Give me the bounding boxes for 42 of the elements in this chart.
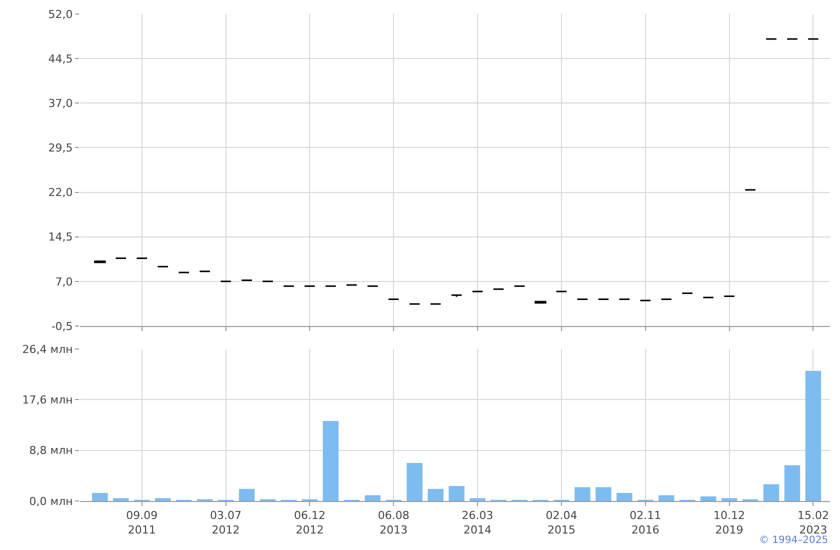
bar xyxy=(700,496,716,501)
bar xyxy=(428,488,444,501)
x-tick-label: 06.08 2013 xyxy=(378,509,410,536)
y-tick-label: 7,0 xyxy=(55,275,73,288)
x-tick-label: 15.02 2023 xyxy=(797,509,829,536)
bar xyxy=(322,420,339,501)
x-tick-label: 09.09 2011 xyxy=(126,509,158,536)
bar xyxy=(448,486,464,501)
bar xyxy=(784,465,800,501)
bar xyxy=(721,498,738,501)
bar xyxy=(92,492,108,501)
x-tick-label: 26.03 2014 xyxy=(462,509,494,536)
x-tick-label: 02.04 2015 xyxy=(546,509,578,536)
y-tick-label: 44,5 xyxy=(48,52,73,66)
y-tick-label: 37,0 xyxy=(48,96,73,110)
x-tick-label: 03.07 2012 xyxy=(210,509,242,536)
bar xyxy=(364,495,381,501)
x-tick-label: 02.11 2016 xyxy=(630,509,662,536)
text: © 1994–2025 xyxy=(759,535,828,546)
y-tick-label: 26,4 млн xyxy=(22,342,73,356)
y-tick-label: 17,6 млн xyxy=(22,394,73,407)
bar xyxy=(658,495,674,501)
x-tick-label: 10.12 2019 xyxy=(714,509,746,536)
y-tick-label: 29,5 xyxy=(48,142,73,155)
bar xyxy=(113,498,129,501)
bar xyxy=(155,498,171,501)
bar xyxy=(238,488,255,501)
bar xyxy=(805,370,822,501)
bar xyxy=(574,487,590,501)
y-tick-label: -0,5 xyxy=(51,320,73,333)
y-tick-label: 0,0 млн xyxy=(29,494,73,508)
bar xyxy=(470,498,486,501)
y-tick-label: 8,8 млн xyxy=(29,444,73,458)
candlestick xyxy=(450,294,462,298)
x-tick-label: 06.12 2012 xyxy=(294,509,326,536)
y-tick-label: 22,0 xyxy=(48,186,73,200)
y-tick-label: 52,0 xyxy=(48,8,73,21)
bar xyxy=(596,487,612,501)
bar xyxy=(763,484,780,501)
bar xyxy=(406,463,422,501)
y-tick-label: 14,5 xyxy=(48,230,73,244)
bar xyxy=(616,492,632,501)
